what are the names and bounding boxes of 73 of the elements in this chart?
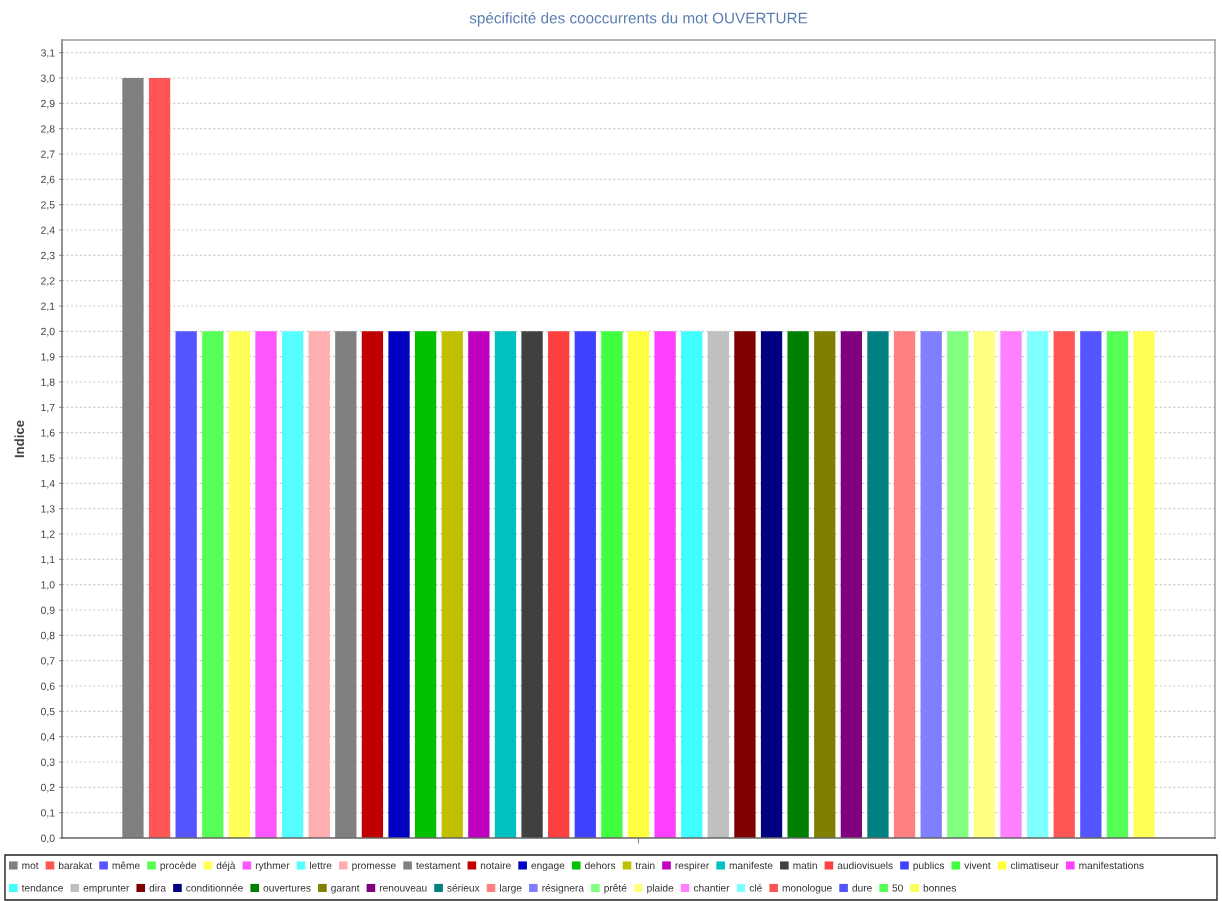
y-tick-label: 1,2 bbox=[41, 530, 55, 540]
legend-label: plaide bbox=[647, 884, 674, 894]
legend-label: vivent bbox=[964, 861, 991, 870]
legend-label: conditionnée bbox=[186, 884, 243, 892]
y-tick-label: 0,9 bbox=[40, 606, 55, 616]
legend-label: matin bbox=[793, 861, 817, 870]
legend-label: tendance bbox=[21, 884, 63, 892]
y-tick-label: 0,0 bbox=[40, 834, 55, 844]
y-tick-label: 0,1 bbox=[40, 809, 55, 818]
legend-label: renouveau bbox=[379, 886, 427, 892]
legend-label: publics bbox=[913, 861, 945, 872]
y-tick-label: 0,3 bbox=[40, 758, 55, 768]
legend-label: 50 bbox=[892, 884, 903, 892]
y-tick-label: 2,9 bbox=[41, 99, 55, 109]
y-tick-label: 1,8 bbox=[41, 378, 55, 388]
legend-label: climatiseur bbox=[1010, 861, 1059, 870]
legend-label: audiovisuels bbox=[837, 861, 893, 870]
legend-label: sérieux bbox=[447, 884, 480, 892]
legend-label: ouvertures bbox=[263, 884, 311, 892]
y-tick-label: 1,6 bbox=[41, 429, 55, 438]
legend-label: respirer bbox=[675, 861, 710, 872]
legend-label: dure bbox=[852, 884, 872, 892]
y-tick-label: 1,0 bbox=[41, 581, 55, 590]
y-tick-label: 2,6 bbox=[41, 175, 55, 185]
legend-label: clé bbox=[749, 884, 762, 892]
y-tick-label: 3,0 bbox=[40, 74, 55, 84]
legend-label: manifestations bbox=[1079, 861, 1144, 870]
legend-label: emprunter bbox=[83, 884, 130, 894]
y-tick-label: 1,3 bbox=[41, 505, 55, 514]
y-axis-title: Indice bbox=[14, 420, 25, 458]
chart-title: spécificité des cooccurrents du mot OUVERTURE bbox=[469, 12, 808, 27]
y-tick-label: 1,9 bbox=[41, 353, 55, 362]
y-tick-label: 2,7 bbox=[41, 150, 55, 160]
legend-label: lettre bbox=[310, 861, 332, 870]
legend-label: garant bbox=[331, 884, 360, 894]
legend-label: barakat bbox=[59, 861, 93, 870]
legend-label: bonnes bbox=[923, 884, 956, 892]
y-tick-label: 1,1 bbox=[41, 555, 55, 565]
y-tick-label: 2,3 bbox=[41, 251, 55, 261]
legend-label: chantier bbox=[693, 884, 730, 892]
y-tick-label: 2,2 bbox=[41, 277, 55, 286]
legend-label: engage bbox=[531, 863, 565, 872]
legend-label: procède bbox=[160, 861, 197, 872]
y-tick-label: 2,4 bbox=[41, 226, 55, 236]
y-tick-label: 2,8 bbox=[41, 125, 55, 134]
legend-label: monologue bbox=[782, 884, 832, 894]
y-tick-label: 0,7 bbox=[40, 657, 55, 666]
legend-label: manifeste bbox=[729, 861, 773, 870]
y-tick-label: 1,4 bbox=[41, 479, 55, 489]
y-tick-label: 0,8 bbox=[40, 631, 55, 641]
legend-label: mot bbox=[22, 862, 39, 870]
y-tick-label: 0,2 bbox=[40, 783, 55, 793]
legend-label: prêté bbox=[604, 884, 627, 894]
y-tick-label: 1,7 bbox=[41, 403, 55, 413]
y-tick-label: 0,6 bbox=[40, 682, 55, 692]
legend-label: testament bbox=[416, 862, 461, 870]
y-tick-label: 2,5 bbox=[41, 201, 55, 210]
y-tick-label: 0,4 bbox=[40, 733, 55, 742]
legend-label: dira bbox=[149, 884, 167, 892]
legend-label: déjà bbox=[216, 861, 236, 872]
legend-label: même bbox=[112, 861, 140, 870]
legend-label: train bbox=[635, 861, 655, 870]
legend-label: promesse bbox=[352, 863, 396, 872]
y-tick-label: 1,5 bbox=[41, 454, 55, 464]
y-tick-label: 2,1 bbox=[41, 302, 55, 312]
y-tick-label: 3,1 bbox=[40, 49, 55, 58]
y-tick-label: 2,0 bbox=[41, 327, 55, 337]
legend-label: résignera bbox=[542, 884, 584, 894]
legend-label: rythmer bbox=[255, 861, 290, 872]
y-tick-label: 0,5 bbox=[40, 707, 55, 717]
legend-label: notaire bbox=[480, 861, 511, 870]
legend-label: large bbox=[500, 884, 522, 894]
legend-label: dehors bbox=[585, 861, 616, 870]
